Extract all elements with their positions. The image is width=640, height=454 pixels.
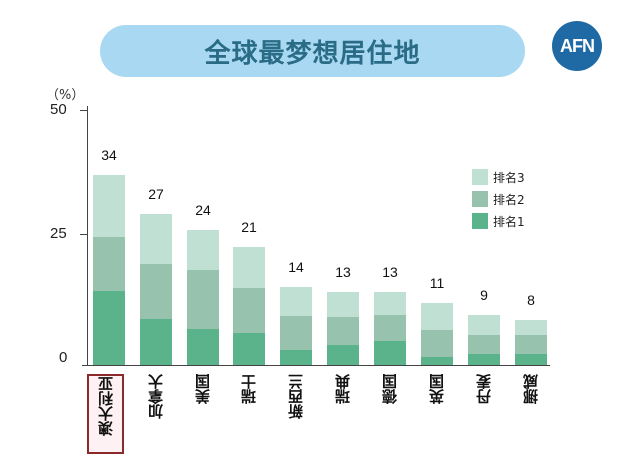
bar-segment xyxy=(280,316,312,350)
x-axis-category-label: 瑞士 xyxy=(231,374,265,454)
bar-segment xyxy=(515,320,547,336)
bar-segment xyxy=(233,288,265,333)
bar-segment xyxy=(327,292,359,317)
x-axis-category-label: 加拿大 xyxy=(138,374,172,454)
x-axis-category-label: 新西兰 xyxy=(278,374,312,454)
bar-value-label: 9 xyxy=(480,287,488,304)
bar-segment xyxy=(280,286,312,317)
x-axis-line xyxy=(82,365,550,366)
legend-item-rank2: 排名2 xyxy=(472,188,525,210)
stacked-bar xyxy=(421,302,453,365)
bar-segment xyxy=(468,354,500,365)
bar-segment xyxy=(374,341,406,365)
y-axis-line xyxy=(87,106,88,365)
bar-segment xyxy=(327,344,359,365)
bar-segment xyxy=(421,329,453,357)
bar-segment xyxy=(140,213,172,265)
bar-value-label: 8 xyxy=(527,292,535,309)
category-text: 瑞典 xyxy=(333,374,352,404)
category-text: 澳大利亚 xyxy=(97,376,115,436)
legend-label: 排名1 xyxy=(493,214,525,229)
stacked-bar xyxy=(515,320,547,365)
category-text: 丹麦 xyxy=(474,374,493,404)
x-axis-category-label: 英国 xyxy=(419,374,453,454)
stacked-bar xyxy=(140,213,172,365)
legend-item-rank3: 排名3 xyxy=(472,166,525,188)
y-tick-50: 50 xyxy=(50,101,67,118)
bar-value-label: 27 xyxy=(148,185,164,202)
bar-value-label: 14 xyxy=(288,258,304,275)
bar-segment xyxy=(187,270,219,330)
x-axis-category-label: 美国 xyxy=(185,374,219,454)
bar-value-label: 11 xyxy=(429,274,445,291)
bar-value-label: 34 xyxy=(101,146,117,163)
bar-segment xyxy=(187,329,219,365)
afn-logo-icon: AFN xyxy=(552,21,602,71)
x-axis-category-label: 德国 xyxy=(372,374,406,454)
stacked-bar xyxy=(93,174,125,365)
y-tick-mark xyxy=(80,110,87,111)
bar-segment xyxy=(140,264,172,320)
bar-segment xyxy=(93,291,125,365)
bar-segment xyxy=(280,349,312,365)
bar-value-label: 13 xyxy=(382,264,398,281)
category-text: 英国 xyxy=(427,374,446,404)
stacked-bar xyxy=(374,292,406,365)
bar-segment xyxy=(233,246,265,289)
bar-segment xyxy=(421,356,453,365)
y-tick-0: 0 xyxy=(59,349,68,366)
x-axis-category-label: 澳大利亚 xyxy=(87,374,124,454)
legend-label: 排名3 xyxy=(493,170,525,185)
legend: 排名3 排名2 排名1 xyxy=(472,166,525,232)
stacked-bar xyxy=(233,246,265,365)
stacked-bar xyxy=(280,286,312,365)
x-axis-category-label: 丹麦 xyxy=(466,374,500,454)
bar-segment xyxy=(421,302,453,330)
category-text: 新西兰 xyxy=(286,374,305,419)
y-axis-unit-label: （%） xyxy=(46,88,85,103)
stacked-bar xyxy=(187,230,219,365)
chart-title-banner: 全球最梦想居住地 xyxy=(100,25,525,77)
category-text: 瑞士 xyxy=(239,374,258,404)
bar-value-label: 21 xyxy=(241,218,257,235)
bar-value-label: 13 xyxy=(335,264,351,281)
x-axis-category-label: 挪威 xyxy=(513,374,547,454)
bar-segment xyxy=(515,335,547,354)
y-tick-mark xyxy=(80,234,87,235)
bar-segment xyxy=(187,230,219,271)
x-axis-category-label: 瑞典 xyxy=(325,374,359,454)
logo-text: AFN xyxy=(560,35,595,56)
bar-segment xyxy=(374,292,406,316)
bar-segment xyxy=(140,319,172,365)
category-text: 德国 xyxy=(380,374,399,404)
bar-segment xyxy=(93,174,125,237)
legend-item-rank1: 排名1 xyxy=(472,210,525,232)
legend-label: 排名2 xyxy=(493,192,525,207)
category-text: 美国 xyxy=(193,374,212,404)
legend-swatch xyxy=(472,169,488,185)
category-text: 加拿大 xyxy=(146,374,165,419)
bar-value-label: 24 xyxy=(195,202,211,219)
stacked-bar xyxy=(327,292,359,365)
bar-segment xyxy=(233,332,265,365)
stacked-bar xyxy=(468,315,500,365)
y-tick-25: 25 xyxy=(50,225,67,242)
bar-segment xyxy=(374,315,406,342)
chart-title: 全球最梦想居住地 xyxy=(204,38,421,69)
category-text: 挪威 xyxy=(521,374,540,404)
bar-segment xyxy=(515,353,547,365)
bar-segment xyxy=(468,315,500,335)
bar-segment xyxy=(93,236,125,292)
bar-segment xyxy=(468,334,500,355)
legend-swatch xyxy=(472,191,488,207)
bar-segment xyxy=(327,316,359,345)
legend-swatch xyxy=(472,213,488,229)
